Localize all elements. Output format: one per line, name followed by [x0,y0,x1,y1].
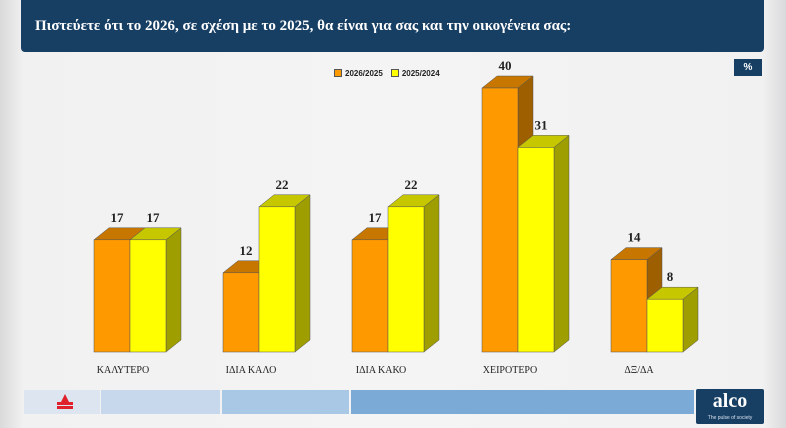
legend-item-series-2: 2025/2024 [390,68,440,78]
legend-swatch-series-1 [334,69,342,77]
footer-bar-segment [101,390,220,414]
question-title: Πιστεύετε ότι το 2026, σε σχέση με το 20… [35,18,572,34]
category-label: ΙΔΙΑ ΚΑΚΟ [356,365,406,376]
data-label: 14 [628,230,642,245]
data-label: 22 [405,177,418,192]
bar [222,272,260,353]
data-label: 31 [535,117,548,132]
bar [610,259,648,353]
legend-swatch-series-2 [390,69,399,77]
data-label: 17 [369,210,383,225]
question-header: Πιστεύετε ότι το 2026, σε σχέση με το 20… [21,0,764,52]
bar [258,206,296,353]
data-label: 17 [147,210,161,225]
bar-side [423,194,440,353]
bar-side [553,134,570,353]
bar [517,147,555,353]
footer-bar-segment [222,390,349,414]
legend-label-series-1: 2026/2025 [345,68,383,78]
category-label: ΧΕΙΡΟΤΕΡΟ [483,365,537,376]
bar [387,206,425,353]
data-label: 17 [111,210,125,225]
bar [129,239,167,353]
category-label: ΚΑΛΥΤΕΡΟ [97,365,149,376]
unit-badge: % [734,59,762,76]
bar-side [294,194,311,353]
alco-logo: alco The pulse of society [696,389,764,424]
red-lotus-logo-icon [57,394,73,409]
legend-item-series-1: 2026/2025 [334,69,383,78]
data-label: 12 [240,243,253,258]
bar [351,239,389,353]
bar [93,239,131,353]
alco-brand-text: alco [712,390,748,412]
legend-label-series-2: 2025/2024 [401,68,440,78]
data-label: 8 [667,269,674,284]
chart-legend: 2026/2025 2025/2024 [334,66,448,80]
data-label: 40 [499,58,512,73]
bar-side [165,227,182,353]
footer-bar-segment [351,390,694,414]
data-label: 22 [276,177,289,192]
category-label: ΙΔΙΑ ΚΑΛΟ [226,365,277,376]
alco-tagline: The pulse of society [707,415,753,421]
bar [481,87,519,353]
category-label: ΔΞ/ΔΑ [624,365,654,376]
bar [646,298,684,353]
